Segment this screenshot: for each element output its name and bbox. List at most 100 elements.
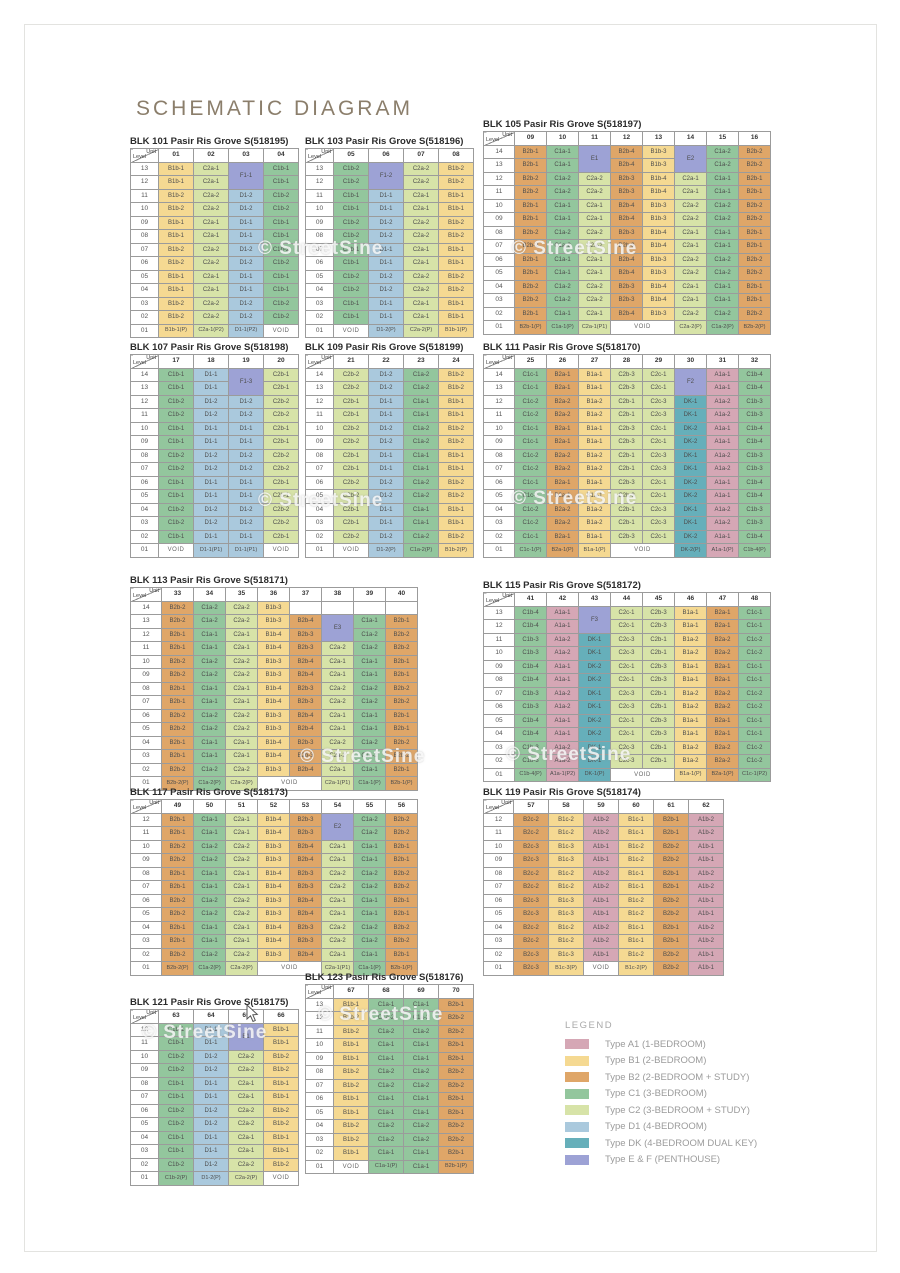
unit-cell: C1b-2: [333, 229, 369, 244]
unit-cell: C2b-3: [610, 367, 643, 382]
unit-cell: A1a-1: [546, 605, 579, 620]
unit-cell: D1-1: [228, 421, 264, 436]
unit-cell: B2b-3: [289, 826, 322, 841]
unit-cell: C1b-1: [333, 256, 369, 271]
unit-cell: C2a-2: [225, 947, 258, 962]
unit-cell: C1b-1: [263, 175, 299, 190]
block-blk-123: BLK 123 Pasir Ris Grove S(518176) Unit Lev…: [305, 972, 474, 1174]
level-number: 07: [130, 1090, 159, 1105]
unit-cell: C1b-4: [514, 673, 547, 688]
unit-cell: B1b-2: [263, 1063, 299, 1078]
level-number: 06: [483, 893, 514, 908]
unit-number: 08: [438, 148, 474, 163]
level-number: 05: [130, 269, 159, 284]
unit-cell: C1a-2: [353, 920, 386, 935]
unit-cell: C1b-1: [158, 529, 194, 544]
unit-cell: DK-1: [674, 448, 707, 463]
unit-cell: B1c-3: [548, 947, 584, 962]
block-blk-115: BLK 115 Pasir Ris Grove S(518172) Unit Lev…: [483, 580, 771, 782]
unit-cell: C1b-1: [158, 475, 194, 490]
level-number: 13: [305, 997, 334, 1012]
level-number: 01: [130, 776, 162, 791]
unit-number: 62: [688, 799, 724, 814]
unit-cell: B2b-4: [289, 722, 322, 737]
unit-cell: C1b-2: [158, 516, 194, 531]
level-number: 08: [483, 866, 514, 881]
unit-cell: B1b-1: [333, 1051, 369, 1066]
unit-cell: A1b-2: [688, 920, 724, 935]
level-number: 03: [130, 934, 162, 949]
unit-cell: B2b-2: [385, 880, 418, 895]
unit-cell: C1b-4(P): [738, 543, 771, 558]
unit-cell: C1c-2: [738, 686, 771, 701]
unit-cell: B2a-2: [546, 394, 579, 409]
unit-cell: B1b-1: [158, 269, 194, 284]
unit-cell: B1b-4: [257, 812, 290, 827]
unit-cell: C1a-1: [403, 448, 439, 463]
unit-cell: C2b-2: [333, 489, 369, 504]
unit-cell: B2a-2: [706, 740, 739, 755]
unit-cell: B1c-1: [618, 826, 654, 841]
unit-cell: A1a-1: [546, 619, 579, 634]
unit-cell: B2b-2: [385, 812, 418, 827]
unit-cell: C2a-2: [578, 279, 611, 294]
unit-cell: D1-2: [193, 408, 229, 423]
unit-cell: DK-2: [578, 673, 611, 688]
unit-cell: B2b-2: [161, 839, 194, 854]
unit-cell: C2c-3: [642, 516, 675, 531]
unit-cell: D1-2: [228, 516, 264, 531]
unit-cell: B1a-1(P): [674, 767, 707, 782]
unit-cell: B2b-1: [161, 641, 194, 656]
unit-cell: C1b-3: [738, 462, 771, 477]
unit-cell: C2a-1: [225, 934, 258, 949]
unit-number: 37: [289, 587, 322, 602]
corner-unit-label: Unit: [146, 149, 156, 155]
unit-cell: D1-1: [368, 394, 404, 409]
unit-cell: C2a-2: [193, 242, 229, 257]
unit-cell: E1: [228, 1022, 264, 1051]
unit-cell: C1b-1: [158, 435, 194, 450]
unit-number: 63: [158, 1009, 194, 1024]
unit-cell: C1a-1: [706, 293, 739, 308]
unit-cell: B2b-2: [385, 749, 418, 764]
unit-cell: DK-2: [578, 713, 611, 728]
unit-cell: D1-2: [193, 1103, 229, 1118]
block-blk-105: BLK 105 Pasir Ris Grove S(518197) Unit Lev…: [483, 119, 771, 335]
unit-cell: DK-1: [578, 686, 611, 701]
unit-cell: B1b-2: [263, 1049, 299, 1064]
unit-cell: B2c-2: [513, 866, 549, 881]
unit-cell: B2b-2: [514, 225, 547, 240]
level-number: 02: [483, 529, 515, 544]
unit-cell: C1b-3: [514, 740, 547, 755]
unit-cell: A1b-1: [688, 839, 724, 854]
unit-cell: C1a-1: [353, 853, 386, 868]
unit-cell: C2a-2: [193, 256, 229, 271]
unit-cell: B1b-4: [257, 934, 290, 949]
unit-cell: B2b-3: [289, 681, 322, 696]
unit-level-corner: Unit Level: [483, 354, 515, 369]
unit-cell: B1a-2: [674, 686, 707, 701]
unit-cell: C2a-2: [578, 293, 611, 308]
unit-cell: B1a-2: [674, 700, 707, 715]
unit-cell: C1b-2: [158, 1157, 194, 1172]
schematic-table: Unit Level 41 42 43 44 45 46 47 48 13 C1b-4 A1a-1 F3 C…: [483, 592, 771, 782]
unit-cell: B2b-4: [610, 158, 643, 173]
unit-cell: C1a-2: [546, 225, 579, 240]
unit-cell: B2b-2: [514, 293, 547, 308]
unit-cell: C1b-3: [514, 686, 547, 701]
unit-cell: C1b-2: [263, 296, 299, 311]
unit-level-corner: Unit Level: [130, 1009, 159, 1024]
level-number: 08: [130, 229, 159, 244]
unit-cell: C1a-1: [193, 641, 226, 656]
unit-cell: C1a-2: [353, 866, 386, 881]
unit-cell: C2a-2: [321, 866, 354, 881]
unit-cell: C2c-1: [642, 475, 675, 490]
unit-cell: B1b-3: [642, 158, 675, 173]
unit-cell: D1-2: [228, 256, 264, 271]
level-number: 12: [130, 812, 162, 827]
empty-cell: [353, 600, 386, 615]
unit-cell: C1a-2: [368, 1119, 404, 1134]
unit-cell: C1b-1: [333, 242, 369, 257]
unit-cell: B2a-1(P): [546, 543, 579, 558]
legend-label: Type A1 (1-BEDROOM): [605, 1038, 706, 1050]
